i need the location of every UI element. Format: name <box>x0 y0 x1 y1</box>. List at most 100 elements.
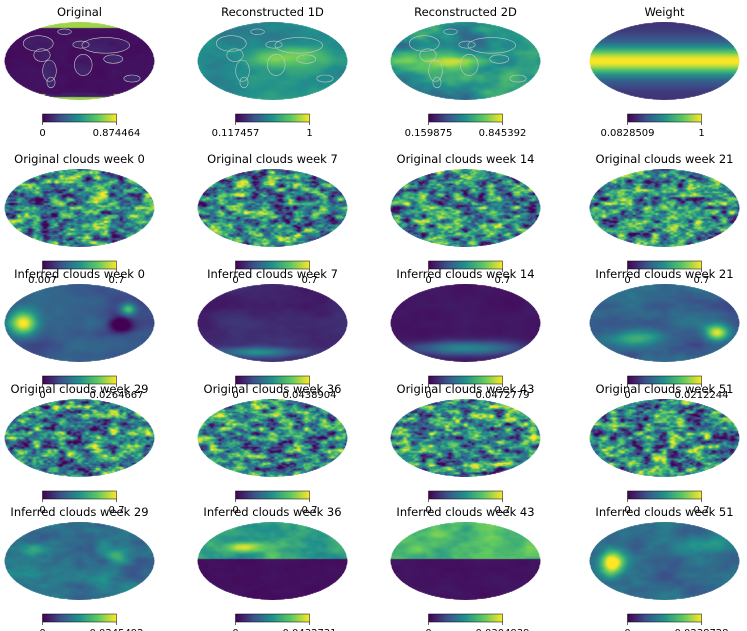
map-title: Original clouds week 51 <box>596 382 734 396</box>
coastline-outline <box>215 28 334 89</box>
colorbar-max-label: 0.7 <box>109 505 125 516</box>
colorbar-max-label: 0.7 <box>694 505 710 516</box>
colorbar-max-label: 0.7 <box>302 505 318 516</box>
map-title: Inferred clouds week 7 <box>207 267 338 281</box>
colorbar <box>42 375 117 385</box>
heatmap-image <box>4 22 155 100</box>
heatmap-image <box>197 22 348 100</box>
colorbar <box>627 260 702 270</box>
colorbar-min-label: 0 <box>232 390 238 401</box>
map-panel: Original clouds week 29 0 0.7 <box>4 382 155 516</box>
colorbar-min-label: 0.117457 <box>212 128 260 139</box>
colorbar <box>235 113 310 123</box>
coastline-outline <box>408 28 527 89</box>
map-title: Reconstructed 1D <box>221 5 324 19</box>
colorbar-min-label: 0 <box>39 628 45 631</box>
heatmap-image <box>197 284 348 362</box>
colorbar-min-label: 0.007 <box>28 275 57 286</box>
map-title: Original <box>57 5 102 19</box>
heatmap-image <box>390 169 541 247</box>
map-panel: Original clouds week 360 0.7 <box>197 382 348 516</box>
colorbar <box>42 113 117 123</box>
colorbar-min-label: 0 <box>624 275 630 286</box>
heatmap-image <box>589 284 740 362</box>
colorbar-min-label: 0 <box>425 275 431 286</box>
colorbar-min-label: 0 <box>232 628 238 631</box>
colorbar <box>627 375 702 385</box>
colorbar-max-label: 0.7 <box>109 275 125 286</box>
map-panel: Inferred clouds week 210 0.0212244 <box>589 267 740 401</box>
map-title: Reconstructed 2D <box>414 5 517 19</box>
heatmap-image <box>390 522 541 600</box>
colorbar-max-label: 0.0238728 <box>674 628 728 631</box>
map-panel: Original clouds week 7 0 0.7 <box>197 152 348 286</box>
heatmap-image <box>589 22 740 100</box>
map-panel: Original clouds week 21 0 0.7 <box>589 152 740 286</box>
map-panel: Reconstructed 2D 0.159875 0.845392 <box>390 5 541 139</box>
colorbar-max-label: 0.0212244 <box>674 390 728 401</box>
map-title: Inferred clouds week 14 <box>396 267 534 281</box>
map-panel: Original clouds week 430 0.7 <box>390 382 541 516</box>
colorbar-min-label: 0 <box>232 505 238 516</box>
colorbar <box>627 490 702 500</box>
map-panel: Original clouds week 0 0.007 0.7 <box>4 152 155 286</box>
heatmap-image <box>197 169 348 247</box>
colorbar <box>428 613 503 623</box>
colorbar <box>235 490 310 500</box>
colorbar-max-label: 0.7 <box>495 505 511 516</box>
colorbar <box>42 260 117 270</box>
heatmap-image <box>390 284 541 362</box>
colorbar-min-label: 0 <box>425 628 431 631</box>
colorbar-min-label: 0 <box>425 505 431 516</box>
map-title: Original clouds week 36 <box>204 382 342 396</box>
heatmap-image <box>390 22 541 100</box>
colorbar-min-label: 0 <box>624 505 630 516</box>
map-panel: Inferred clouds week 0 0 0.0264667 <box>4 267 155 401</box>
heatmap-image <box>589 169 740 247</box>
map-title: Original clouds week 21 <box>596 152 734 166</box>
colorbar-max-label: 0.0438904 <box>282 390 336 401</box>
heatmap-image <box>4 399 155 477</box>
colorbar-max-label: 0.7 <box>495 275 511 286</box>
colorbar-max-label: 0.845392 <box>479 128 527 139</box>
map-title: Original clouds week 29 <box>11 382 149 396</box>
heatmap-image <box>197 399 348 477</box>
map-panel: Weight 0.0828509 1 <box>589 5 740 139</box>
heatmap-image <box>589 399 740 477</box>
colorbar-max-label: 1 <box>306 128 312 139</box>
heatmap-image <box>589 522 740 600</box>
colorbar-min-label: 0.0828509 <box>600 128 654 139</box>
colorbar-min-label: 0 <box>39 505 45 516</box>
map-title: Weight <box>644 5 685 19</box>
colorbar-min-label: 0 <box>425 390 431 401</box>
colorbar <box>428 375 503 385</box>
heatmap-image <box>390 399 541 477</box>
map-panel: Reconstructed 1D 0.117457 1 <box>197 5 348 139</box>
map-title: Original clouds week 7 <box>207 152 338 166</box>
colorbar <box>235 375 310 385</box>
colorbar <box>428 260 503 270</box>
heatmap-image <box>4 522 155 600</box>
heatmap-image <box>4 284 155 362</box>
colorbar <box>42 490 117 500</box>
colorbar-max-label: 0.874464 <box>93 128 141 139</box>
map-panel: Original 0 0.874464 <box>4 5 155 139</box>
heatmap-image <box>4 169 155 247</box>
colorbar-min-label: 0 <box>624 390 630 401</box>
colorbar <box>627 613 702 623</box>
colorbar-max-label: 0.0304939 <box>475 628 529 631</box>
map-title: Inferred clouds week 51 <box>595 505 733 519</box>
colorbar <box>42 613 117 623</box>
map-title: Original clouds week 43 <box>397 382 535 396</box>
colorbar <box>627 113 702 123</box>
colorbar-max-label: 0.0472779 <box>475 390 529 401</box>
colorbar-max-label: 1 <box>698 128 704 139</box>
map-title: Inferred clouds week 36 <box>203 505 341 519</box>
colorbar-max-label: 0.0264667 <box>89 390 143 401</box>
colorbar-max-label: 0.0432731 <box>282 628 336 631</box>
colorbar <box>235 613 310 623</box>
map-title: Inferred clouds week 21 <box>595 267 733 281</box>
